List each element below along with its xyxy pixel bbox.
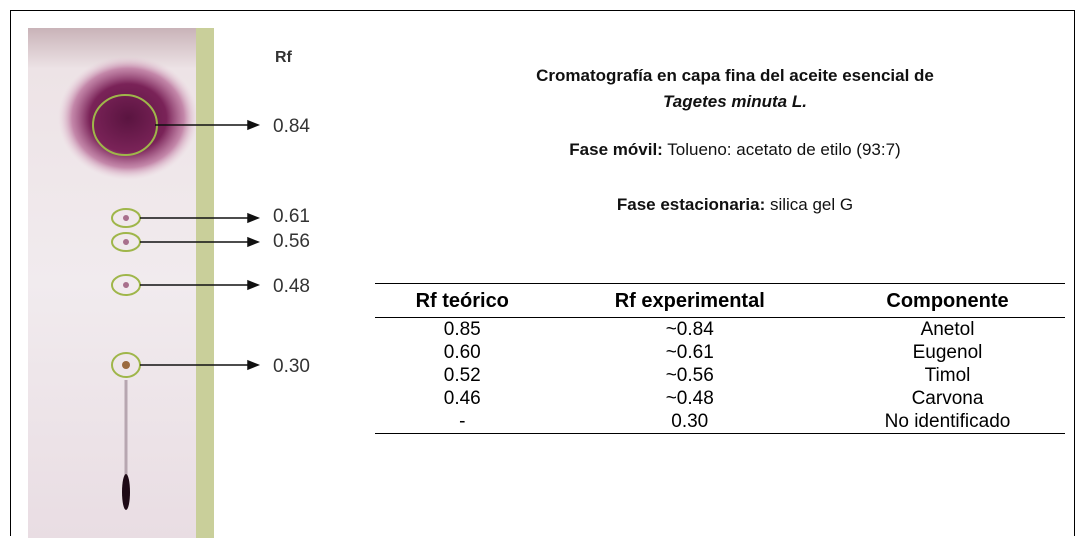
table-cell: 0.52	[443, 364, 481, 386]
origin-spot	[122, 474, 130, 510]
table-row: 0.52 ~0.56 Timol	[375, 364, 1065, 387]
spot-label: 0.61	[273, 206, 310, 227]
table-row: 0.85 ~0.84 Anetol	[375, 318, 1065, 342]
rf-heading: Rf	[275, 49, 293, 66]
plate-edge	[196, 28, 214, 538]
table-cell: 0.30	[549, 410, 830, 434]
table-cell: 0.85	[443, 318, 481, 340]
table-cell: 0.46	[443, 387, 481, 409]
table-cell: ~0.61	[665, 341, 714, 363]
mobile-phase: Fase móvil: Tolueno: acetato de etilo (9…	[390, 140, 1080, 160]
spot-label: 0.48	[273, 276, 310, 297]
spot-label: 0.30	[273, 356, 310, 377]
spot-label: 0.56	[273, 231, 310, 252]
column-header: Componente	[830, 283, 1065, 318]
table-cell: Timol	[924, 364, 971, 386]
spot	[58, 56, 198, 180]
column-header: Rf teórico	[375, 283, 550, 318]
table-cell: -	[375, 410, 550, 434]
table-row: -0.30 No identificado	[375, 410, 1065, 434]
text: silica gel G	[765, 195, 854, 214]
table-cell: 0.60	[443, 341, 481, 363]
table-cell: Eugenol	[912, 341, 983, 363]
label: Fase estacionaria:	[616, 195, 766, 214]
table-cell: ~0.84	[665, 318, 714, 340]
table-cell: ~0.48	[665, 387, 714, 409]
table-cell: No identificado	[830, 410, 1065, 434]
spot-label: 0.84	[273, 116, 310, 137]
figure-frame	[10, 10, 1075, 536]
title: Cromatografía en capa fina del aceite es…	[536, 66, 934, 85]
text: Tolueno: acetato de etilo (93:7)	[662, 140, 901, 159]
title: Tagetes minuta L.	[663, 92, 807, 111]
table-cell: ~0.56	[665, 364, 714, 386]
stationary-phase: Fase estacionaria: silica gel G	[390, 195, 1080, 215]
table-row: 0.60 ~0.61 Eugenol	[375, 341, 1065, 364]
label: Fase móvil:	[569, 140, 663, 159]
table-cell: Anetol	[920, 318, 975, 340]
results-table: Rf teórico Rf experimental Componente 0.85 ~…	[375, 283, 1065, 434]
table-row: 0.46 ~0.48 Carvona	[375, 387, 1065, 410]
column-header: Rf experimental	[549, 283, 830, 318]
table-cell: Carvona	[911, 387, 984, 409]
